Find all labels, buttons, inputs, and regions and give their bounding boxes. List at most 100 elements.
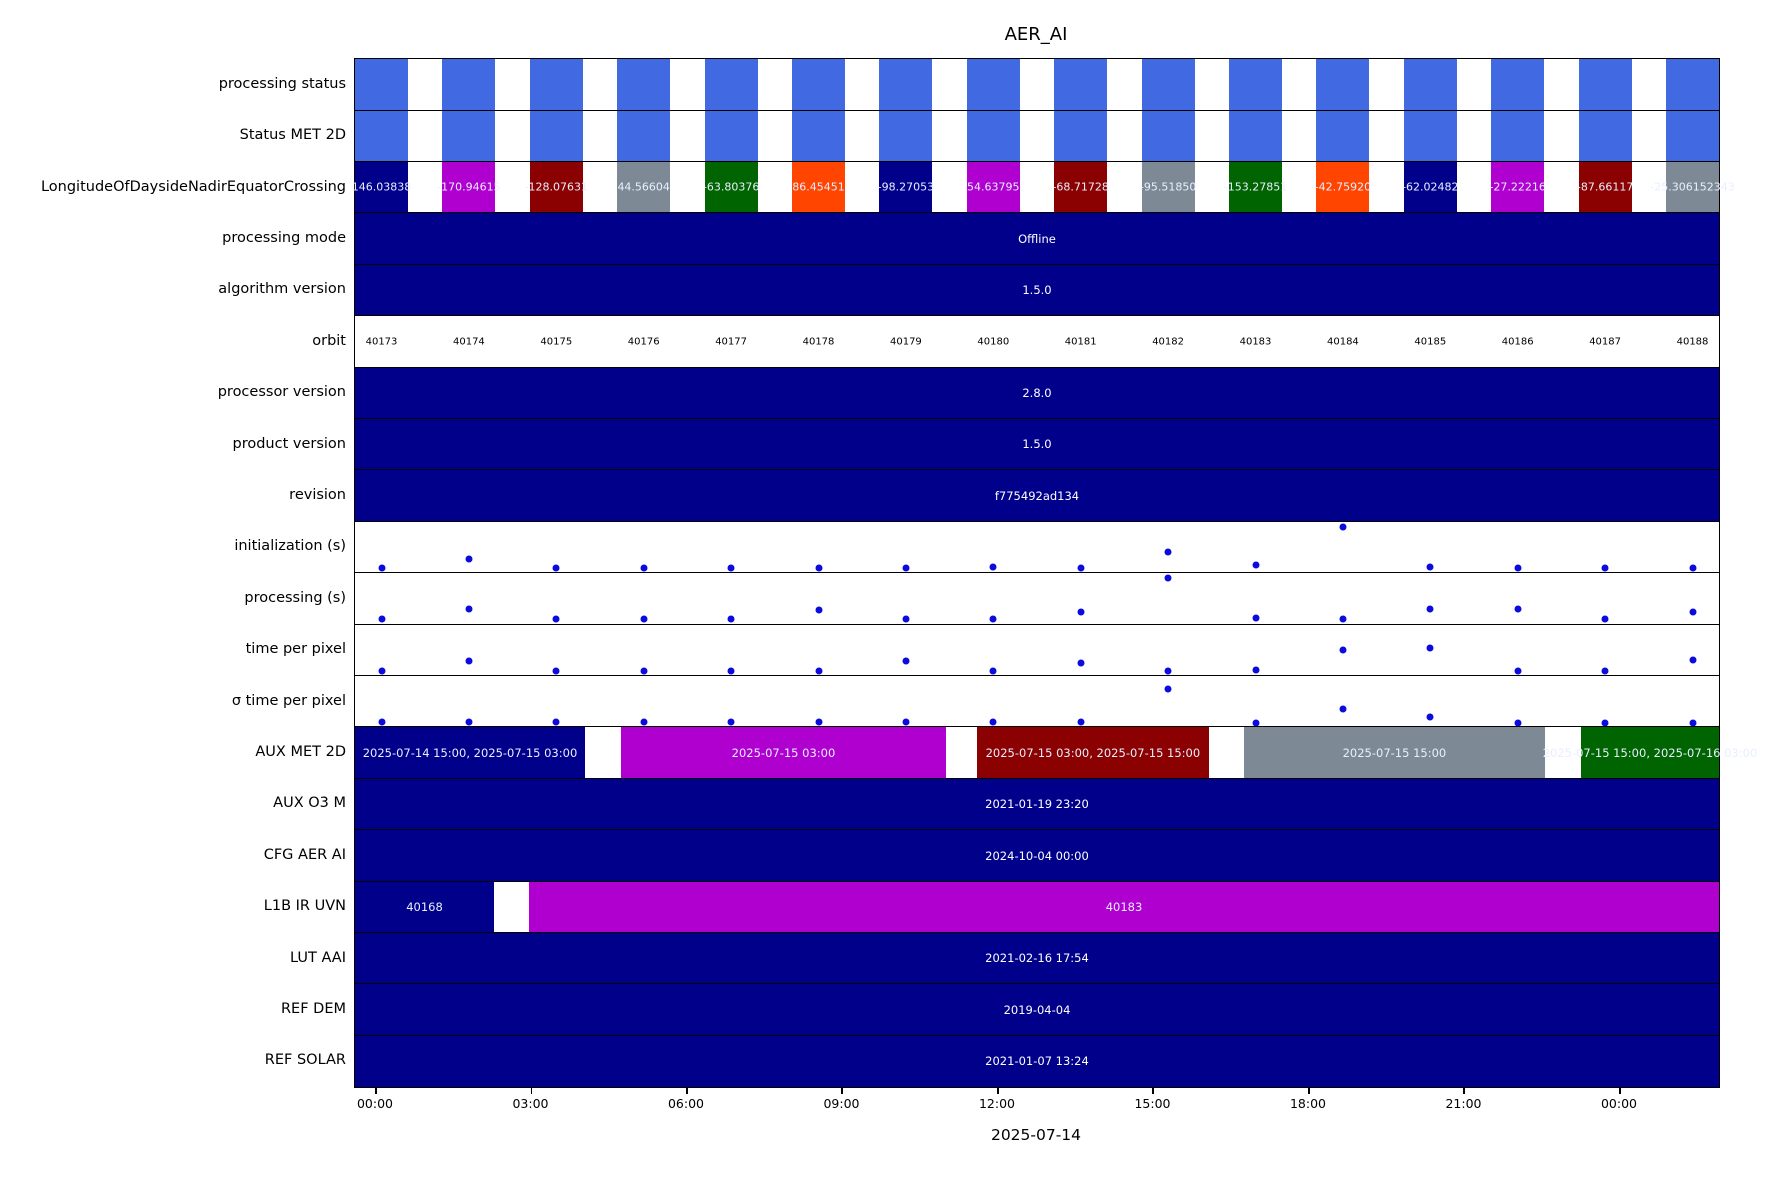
y-label-processing-status: processing status (218, 75, 346, 92)
data-point (1689, 656, 1696, 664)
value-bar-text: 2024-10-04 00:00 (985, 848, 1089, 863)
row-initialization-s (355, 522, 1719, 573)
chart-title: AER_AI (1004, 24, 1068, 45)
longitude-bar (1316, 161, 1370, 214)
data-point (1426, 605, 1434, 613)
data-point (1077, 608, 1085, 616)
orbit-number: 40178 (802, 336, 835, 348)
data-point (378, 718, 385, 726)
row-processor-version: 2.8.0 (355, 367, 1719, 419)
row-separator (355, 983, 1719, 985)
value-bar: 2021-02-16 17:54 (355, 932, 1719, 985)
value-bar-text: 1.5.0 (1022, 283, 1052, 298)
data-point (552, 667, 560, 675)
data-point (465, 657, 473, 665)
longitude-bar (1491, 161, 1545, 214)
value-bar-text: 1.5.0 (1022, 437, 1052, 452)
data-point (902, 615, 910, 623)
status-bar (966, 110, 1020, 162)
longitude-bar (1403, 161, 1457, 214)
data-point (727, 718, 735, 726)
y-label-processor-version: processor version (217, 384, 346, 401)
status-bar (1316, 110, 1370, 162)
value-bar-text: 2019-04-04 (1003, 1002, 1071, 1017)
data-point (1601, 667, 1609, 675)
orbit-number: 40185 (1414, 336, 1447, 348)
data-point (1426, 713, 1434, 721)
x-axis-label: 2025-07-14 (990, 1126, 1082, 1144)
data-point (1689, 608, 1696, 616)
row-separator (355, 1034, 1719, 1036)
data-point (989, 615, 997, 623)
row-lut-aai: 2021-02-16 17:54 (355, 932, 1719, 985)
value-bar: 2021-01-19 23:20 (355, 778, 1719, 830)
timeline-segment: 2025-07-15 03:00, 2025-07-15 15:00 (976, 727, 1209, 779)
row-separator (355, 212, 1719, 214)
data-point (815, 667, 822, 675)
longitude-bar (966, 161, 1020, 214)
value-bar-text: 2.8.0 (1022, 386, 1052, 401)
data-point (1514, 667, 1522, 675)
status-bar (879, 59, 933, 111)
data-point (1164, 548, 1172, 556)
data-point (1514, 719, 1522, 727)
y-label-aux-o3-m: AUX O3 M (273, 795, 346, 812)
y-label-algorithm-version: algorithm version (218, 281, 346, 298)
longitude-bar (1578, 161, 1632, 214)
status-bar (704, 59, 758, 111)
orbit-number: 40188 (1676, 336, 1709, 348)
data-point (1339, 646, 1347, 654)
y-label-aux-met-2d: AUX MET 2D (255, 743, 346, 760)
y-label-lut-aai: LUT AAI (290, 949, 346, 966)
data-point (378, 564, 385, 572)
data-point (1514, 564, 1522, 572)
value-bar: Offline (355, 213, 1719, 265)
data-point (465, 555, 473, 563)
row-separator (355, 829, 1719, 831)
y-label-ref-dem: REF DEM (280, 1000, 346, 1017)
status-bar (704, 110, 758, 162)
row-separator (355, 572, 1719, 574)
row-cfg-aer-ai: 2024-10-04 00:00 (355, 830, 1719, 882)
status-bar (442, 110, 496, 162)
data-point (1601, 564, 1609, 572)
value-bar-text: 2021-01-07 13:24 (985, 1054, 1089, 1069)
data-point (552, 718, 560, 726)
status-bar (1141, 110, 1195, 162)
y-label-status-met-2d: Status MET 2D (239, 127, 346, 144)
orbit-number: 40175 (540, 336, 573, 348)
longitude-bar (442, 161, 496, 214)
row-product-version: 1.5.0 (355, 418, 1719, 471)
orbit-number: 40173 (365, 336, 398, 348)
x-tick-label: 18:00 (1289, 1096, 1326, 1111)
orbit-number: 40181 (1064, 336, 1097, 348)
value-bar: 1.5.0 (355, 264, 1719, 316)
status-bar (1491, 59, 1545, 111)
y-label-processing-s: processing (s) (244, 589, 346, 606)
y-label-time-per-pixel: σ time per pixel (231, 692, 346, 709)
data-point (1426, 563, 1434, 571)
y-label-ref-solar: REF SOLAR (264, 1052, 346, 1069)
data-point (902, 564, 910, 572)
orbit-number: 40179 (889, 336, 922, 348)
row-separator (355, 880, 1719, 882)
plot-area: 146.03838 -170.94615 -128.07631 44.56604 -63… (352, 58, 1757, 1088)
timeline-segment: 2025-07-14 15:00, 2025-07-15 03:00 (355, 727, 585, 779)
row-aux-o3-m: 2021-01-19 23:20 (355, 778, 1719, 830)
data-point (465, 605, 473, 613)
data-point (1077, 718, 1085, 726)
x-tick-mark (841, 1087, 844, 1094)
y-label-longitudeofdaysidenadirequatorcrossing: LongitudeOfDaysideNadirEquatorCrossing (40, 178, 346, 195)
data-point (1164, 574, 1172, 582)
status-bar (792, 59, 845, 111)
data-point (989, 563, 997, 571)
status-bar (1141, 59, 1195, 111)
value-bar: 2019-04-04 (355, 984, 1719, 1036)
data-point (1252, 561, 1259, 569)
data-point (1252, 614, 1259, 622)
y-label-cfg-aer-ai: CFG AER AI (263, 846, 346, 863)
timeline-segment-text: 2025-07-15 03:00 (731, 745, 836, 760)
status-bar (1578, 110, 1632, 162)
data-point (1252, 719, 1259, 727)
